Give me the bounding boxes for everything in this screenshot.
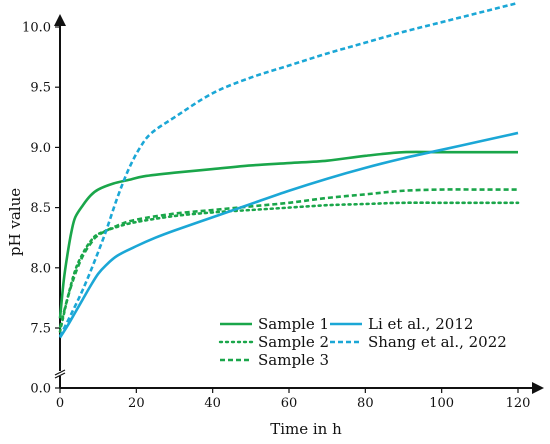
legend-item-4: Li et al., 2012 [330,315,473,333]
x-tick-label-20: 20 [128,396,145,411]
x-tick-label-40: 40 [204,396,221,411]
legend-item-5: Shang et al., 2022 [330,333,507,351]
legend-label-2: Sample 2 [258,333,329,351]
axes: 0 20 40 60 80 100 120 7.5 8.0 8.5 9.0 9.5 10.0 0.0 [22,14,544,411]
series-line-1 [58,150,518,319]
legend-label-4: Li et al., 2012 [368,315,473,333]
y-tick-label-9.5: 9.5 [30,81,51,96]
legend-label-3: Sample 3 [258,351,329,369]
x-tick-label-80: 80 [357,396,374,411]
legend-item-1: Sample 1 [220,315,329,333]
x-tick-label-60: 60 [281,396,298,411]
series-line-3 [58,188,518,329]
x-tick-label-100: 100 [429,396,454,411]
y-tick-label-9: 9.0 [30,141,51,156]
y-axis-break [54,369,66,379]
legend-item-2: Sample 2 [218,333,329,351]
y-axis-arrow [54,14,66,26]
x-tick-label-0: 0 [56,396,64,411]
x-axis-arrow [532,382,544,394]
x-axis-label: Time in h [270,420,342,438]
y-tick-label-0: 0.0 [30,382,51,397]
y-axis-label: pH value [6,188,24,256]
legend-label-5: Shang et al., 2022 [368,333,507,351]
y-tick-label-10: 10.0 [22,21,51,36]
series-line-2 [58,201,520,333]
y-tick-label-8: 8.0 [30,261,51,276]
x-tick-label-120: 120 [506,396,531,411]
series-layer [58,1,520,339]
y-tick-label-8.5: 8.5 [30,201,51,216]
y-tick-label-7.5: 7.5 [30,322,51,337]
legend-label-1: Sample 1 [258,315,329,333]
legend-item-3: Sample 3 [220,351,329,369]
series-line-4 [58,131,519,339]
series-line-5 [58,1,519,338]
